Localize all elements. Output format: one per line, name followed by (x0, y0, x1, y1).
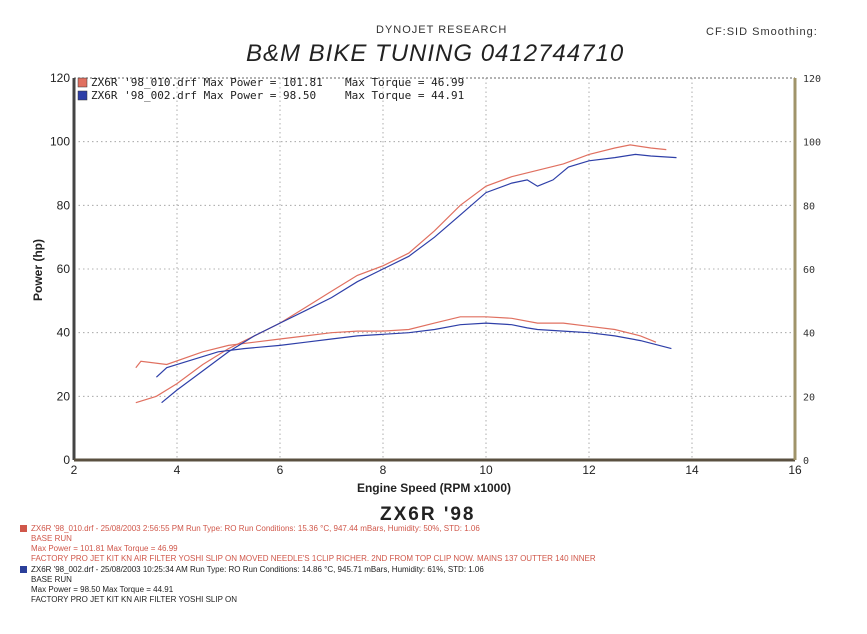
y2-tick-label: 120 (803, 74, 821, 85)
x-tick-label: 12 (582, 463, 596, 477)
run-max-values: Max Power = 101.81 Max Torque = 46.99 (31, 544, 178, 553)
run-notes: FACTORY PRO JET KIT KN AIR FILTER YOSHI … (31, 595, 237, 604)
x-tick-label: 16 (788, 463, 802, 477)
x-tick-label: 2 (71, 463, 78, 477)
run-header: ZX6R '98_010.drf - 25/08/2003 2:56:55 PM… (31, 524, 480, 533)
legend-swatch (77, 77, 88, 88)
dynojet-header: DYNOJET RESEARCH (376, 24, 508, 36)
run-info-002: ZX6R '98_002.drf - 25/08/2003 10:25:34 A… (20, 565, 484, 605)
run-swatch (20, 525, 27, 533)
x-axis-label: Engine Speed (RPM x1000) (357, 481, 511, 495)
series-line-power-1 (161, 153, 677, 404)
y-tick-label: 120 (50, 71, 70, 85)
y-tick-label: 80 (57, 198, 71, 212)
y2-tick-label: 40 (803, 329, 815, 340)
smoothing-label: CF:SID Smoothing: (706, 26, 818, 38)
chart-title: ZX6R '98 (380, 504, 476, 525)
y2-tick-label: 80 (803, 201, 815, 212)
run-max-values: Max Power = 98.50 Max Torque = 44.91 (31, 585, 174, 594)
tick-labels: 2 4 6 8 10 12 14 160204060801001200204060801001… (50, 71, 821, 477)
x-tick-label: 8 (380, 463, 387, 477)
legend-torque: Max Torque = 44.91 (345, 89, 464, 102)
x-tick-label: 10 (479, 463, 493, 477)
legend: ZX6R '98_010.drf Max Power = 101.81 Max T… (77, 76, 464, 102)
legend-entry: ZX6R '98_010.drf Max Power = 101.81 (91, 76, 323, 89)
run-notes: FACTORY PRO JET KIT KN AIR FILTER YOSHI … (31, 554, 596, 563)
y2-tick-label: 60 (803, 265, 815, 276)
y2-tick-label: 20 (803, 392, 815, 403)
y-tick-label: 60 (57, 262, 71, 276)
series-line-torque-1 (155, 322, 672, 378)
series-line-torque-0 (135, 316, 657, 369)
series-line-power-0 (135, 144, 667, 404)
run-info-010: ZX6R '98_010.drf - 25/08/2003 2:56:55 PM… (20, 524, 596, 564)
legend-entry: ZX6R '98_002.drf Max Power = 98.50 (91, 89, 316, 102)
run-swatch (20, 566, 27, 574)
x-tick-label: 4 (174, 463, 181, 477)
y2-tick-label: 100 (803, 138, 821, 149)
y-tick-label: 100 (50, 135, 70, 149)
run-type: BASE RUN (31, 534, 72, 543)
x-tick-label: 14 (685, 463, 699, 477)
legend-torque: Max Torque = 46.99 (345, 76, 464, 89)
y-tick-label: 40 (57, 326, 71, 340)
run-header: ZX6R '98_002.drf - 25/08/2003 10:25:34 A… (31, 565, 484, 574)
legend-swatch (77, 90, 88, 101)
x-tick-label: 6 (277, 463, 284, 477)
y2-tick-label: 0 (803, 456, 809, 467)
y-axis-label: Power (hp) (31, 239, 45, 301)
y-tick-label: 20 (57, 389, 71, 403)
run-type: BASE RUN (31, 575, 72, 584)
grid-layer (74, 78, 795, 460)
plot-frame (72, 77, 797, 462)
shop-title: B&M BIKE TUNING 0412744710 (246, 40, 625, 67)
y-tick-label: 0 (63, 453, 70, 467)
series-layer (135, 144, 677, 404)
